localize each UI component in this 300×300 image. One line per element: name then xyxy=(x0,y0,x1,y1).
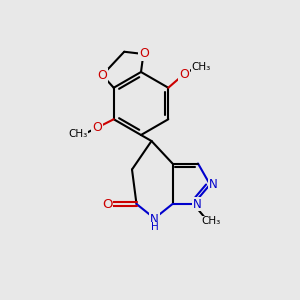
Text: O: O xyxy=(139,47,149,60)
Text: CH₃: CH₃ xyxy=(68,129,87,139)
Text: N: N xyxy=(150,213,159,226)
Text: O: O xyxy=(92,121,102,134)
Text: CH₃: CH₃ xyxy=(192,62,211,72)
Text: H: H xyxy=(151,222,158,233)
Text: N: N xyxy=(208,178,217,191)
Text: O: O xyxy=(98,69,107,82)
Text: N: N xyxy=(193,197,202,211)
Text: CH₃: CH₃ xyxy=(201,216,220,226)
Text: O: O xyxy=(102,197,112,211)
Text: O: O xyxy=(179,68,189,81)
